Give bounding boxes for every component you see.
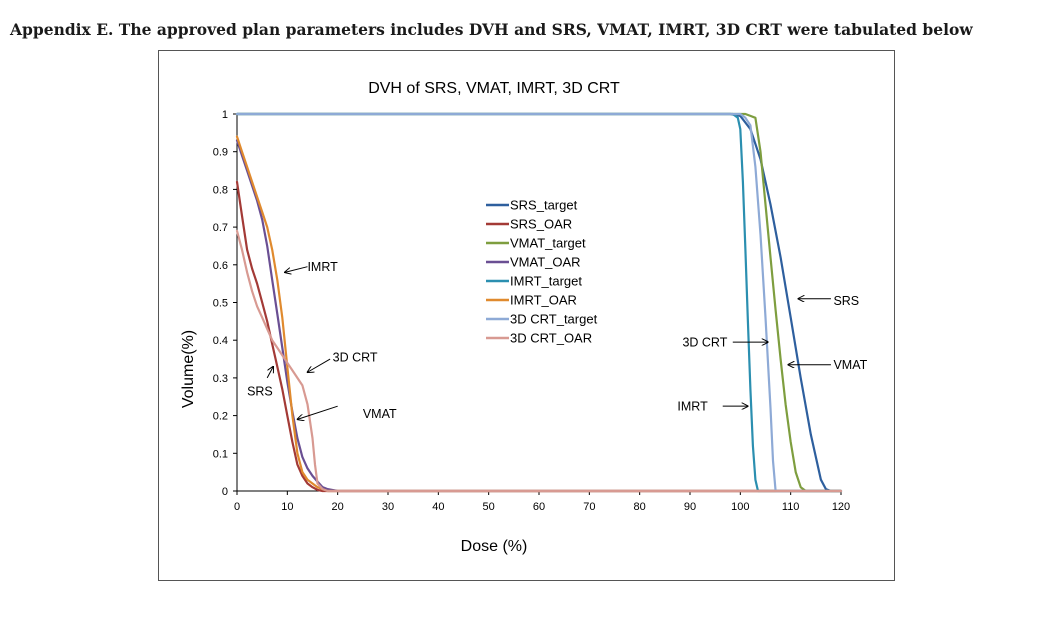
annotation-label: IMRT [677, 400, 708, 414]
series-line-imrt-target [235, 112, 843, 493]
x-tick-label: 110 [782, 501, 800, 513]
y-tick-label: 0 [222, 486, 228, 498]
y-tick-label: 0.3 [213, 373, 228, 385]
x-tick-label: 100 [731, 501, 749, 513]
annotation-label: 3D CRT [333, 351, 378, 365]
x-tick-label: 0 [234, 501, 240, 513]
chart-frame: DVH of SRS, VMAT, IMRT, 3D CRT Dose (%) … [158, 50, 895, 581]
x-tick-label: 60 [533, 501, 545, 513]
x-tick-label: 90 [684, 501, 696, 513]
annotation-label: SRS [833, 294, 859, 308]
legend-label: VMAT_OAR [510, 255, 581, 270]
legend-label: SRS_OAR [510, 217, 572, 232]
legend-label: SRS_target [510, 198, 578, 213]
x-tick-label: 70 [583, 501, 595, 513]
x-tick-label: 20 [332, 501, 344, 513]
annotation-arrow [266, 367, 273, 379]
dvh-chart: DVH of SRS, VMAT, IMRT, 3D CRT Dose (%) … [180, 80, 868, 555]
annotation-arrow [285, 266, 308, 273]
legend-label: VMAT_target [510, 236, 586, 251]
annotation-label: VMAT [363, 407, 397, 421]
y-tick-label: 0.5 [213, 298, 228, 310]
annotation-arrow [297, 405, 338, 419]
x-tick-label: 10 [281, 501, 293, 513]
series-layer [235, 112, 843, 493]
annotation-arrow [307, 358, 331, 372]
y-tick-label: 1 [222, 109, 228, 121]
x-tick-label: 30 [382, 501, 394, 513]
annotation-label: IMRT [307, 260, 338, 274]
legend-label: 3D CRT_target [510, 312, 598, 327]
y-axis-label: Volume(%) [180, 330, 197, 408]
x-tick-label: 120 [832, 501, 850, 513]
annotation-label: 3D CRT [682, 336, 727, 350]
annotations: IMRT SRS 3D CRT VMAT SRS VMAT 3D CRT IMRT [247, 260, 868, 421]
series-line-3d-crt-target [235, 112, 843, 493]
y-tick-label: 0.4 [213, 335, 228, 347]
y-tick-label: 0.8 [213, 184, 228, 196]
x-tick-label: 40 [432, 501, 444, 513]
chart-title: DVH of SRS, VMAT, IMRT, 3D CRT [368, 80, 620, 97]
x-axis-label: Dose (%) [461, 538, 528, 555]
x-tick-label: 80 [634, 501, 646, 513]
series-line-srs-oar [235, 180, 843, 493]
annotation-label: VMAT [833, 358, 867, 372]
y-tick-label: 0.6 [213, 260, 228, 272]
series-line-vmat-oar [235, 139, 843, 493]
legend-label: 3D CRT_OAR [510, 331, 592, 346]
axes: 0 10 20 30 40 50 60 70 80 90 100 110 120 0 0.1 0.2 0.3 0.… [213, 109, 850, 513]
figure-caption: Appendix E. The approved plan parameters… [10, 20, 973, 39]
series-line-3d-crt-oar [235, 229, 843, 493]
y-tick-label: 0.9 [213, 147, 228, 159]
legend: SRS_target SRS_OAR VMAT_target VMAT_OAR IMRT… [486, 198, 598, 346]
annotation-label: SRS [247, 385, 273, 399]
legend-label: IMRT_target [510, 274, 582, 289]
legend-label: IMRT_OAR [510, 293, 577, 308]
y-tick-label: 0.7 [213, 222, 228, 234]
y-tick-label: 0.1 [213, 448, 228, 460]
series-line-vmat-target [235, 112, 843, 493]
x-tick-label: 50 [483, 501, 495, 513]
y-tick-label: 0.2 [213, 411, 228, 423]
series-line-srs-target [235, 112, 843, 493]
